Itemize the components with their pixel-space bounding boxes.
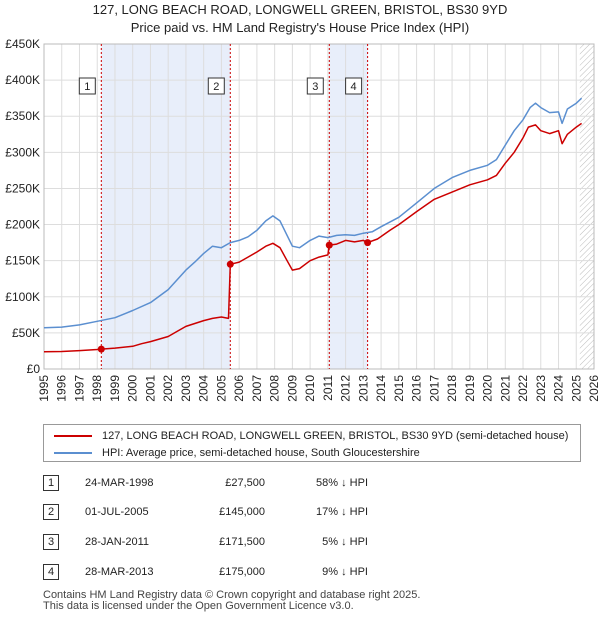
x-tick-label: 2023 xyxy=(534,375,548,402)
sale-hpi-diff: 58% ↓ HPI xyxy=(316,477,368,489)
legend-swatch-hpi xyxy=(54,452,92,454)
x-tick-label: 2008 xyxy=(268,375,282,402)
y-tick-label: £0 xyxy=(27,362,41,376)
sale-number: 3 xyxy=(43,534,59,550)
x-tick-label: 2001 xyxy=(143,375,157,402)
x-tick-label: 2026 xyxy=(587,375,600,402)
x-tick-label: 2014 xyxy=(374,375,388,402)
sale-date: 24-MAR-1998 xyxy=(85,477,154,489)
sale-marker-box xyxy=(345,77,363,95)
x-tick-label: 1997 xyxy=(72,375,86,402)
y-tick-label: £450K xyxy=(5,37,40,51)
sale-date: 28-JAN-2011 xyxy=(85,536,149,548)
x-tick-label: 2010 xyxy=(303,375,317,402)
footer-line-2: This data is licensed under the Open Gov… xyxy=(43,600,354,612)
future-hatch xyxy=(579,44,594,369)
sale-date: 01-JUL-2005 xyxy=(85,506,149,518)
sale-price: £145,000 xyxy=(219,506,265,518)
x-tick-label: 2018 xyxy=(445,375,459,402)
legend-swatch-property xyxy=(54,435,92,437)
sale-date: 28-MAR-2013 xyxy=(85,566,154,578)
y-tick-label: £200K xyxy=(5,218,40,232)
x-tick-label: 2022 xyxy=(516,375,530,402)
x-tick-label: 2007 xyxy=(250,375,264,402)
x-tick-label: 2020 xyxy=(481,375,495,402)
shaded-period xyxy=(329,44,368,369)
sale-marker-box xyxy=(78,77,96,95)
sale-marker-label: 3 xyxy=(312,81,318,93)
x-tick-label: 2021 xyxy=(498,375,512,402)
sale-point xyxy=(226,260,234,268)
sale-marker-label: 4 xyxy=(351,81,357,93)
legend-label-hpi: HPI: Average price, semi-detached house,… xyxy=(102,447,420,459)
y-tick-label: £150K xyxy=(5,254,40,268)
sale-price: £27,500 xyxy=(225,477,265,489)
x-tick-label: 1998 xyxy=(90,375,104,402)
chart-title-line1: 127, LONG BEACH ROAD, LONGWELL GREEN, BR… xyxy=(93,2,508,17)
x-tick-label: 2009 xyxy=(285,375,299,402)
sale-point xyxy=(364,239,372,247)
sale-point xyxy=(325,241,333,249)
sale-number: 2 xyxy=(43,504,59,520)
footer-line-1: Contains HM Land Registry data © Crown c… xyxy=(43,589,421,601)
y-tick-label: £300K xyxy=(5,145,40,159)
x-tick-label: 1999 xyxy=(108,375,122,402)
sale-row: 1 24-MAR-1998 £27,500 58% ↓ HPI xyxy=(43,475,583,497)
x-tick-label: 2012 xyxy=(339,375,353,402)
price-chart: 127, LONG BEACH ROAD, LONGWELL GREEN, BR… xyxy=(5,2,600,402)
x-tick-label: 2013 xyxy=(356,375,370,402)
sale-hpi-diff: 17% ↓ HPI xyxy=(316,506,368,518)
legend-label-property: 127, LONG BEACH ROAD, LONGWELL GREEN, BR… xyxy=(102,430,569,442)
x-tick-label: 2000 xyxy=(126,375,140,402)
x-tick-label: 1996 xyxy=(55,375,69,402)
x-tick-label: 2025 xyxy=(569,375,583,402)
y-tick-label: £350K xyxy=(5,109,40,123)
sale-marker-label: 2 xyxy=(213,81,219,93)
x-tick-label: 2003 xyxy=(179,375,193,402)
sale-price: £171,500 xyxy=(219,536,265,548)
x-tick-label: 2004 xyxy=(197,375,211,402)
plot-area: £0 £50K £100K £150K £200K £250K £300K £350K £400… xyxy=(5,37,600,402)
y-tick-label: £50K xyxy=(12,326,40,340)
sale-marker-box xyxy=(306,77,324,95)
sale-row: 3 28-JAN-2011 £171,500 5% ↓ HPI xyxy=(43,534,583,556)
series-line-hpi xyxy=(43,97,583,329)
sale-marker-box xyxy=(207,77,225,95)
sale-row: 4 28-MAR-2013 £175,000 9% ↓ HPI xyxy=(43,564,583,586)
y-tick-label: £400K xyxy=(5,73,40,87)
legend: 127, LONG BEACH ROAD, LONGWELL GREEN, BR… xyxy=(43,424,581,462)
x-tick-label: 2002 xyxy=(161,375,175,402)
x-tick-label: 2016 xyxy=(410,375,424,402)
legend-item-property: 127, LONG BEACH ROAD, LONGWELL GREEN, BR… xyxy=(54,428,568,444)
sale-point xyxy=(97,345,105,353)
x-tick-label: 2017 xyxy=(427,375,441,402)
footer: Contains HM Land Registry data © Crown c… xyxy=(43,590,420,612)
x-tick-label: 2015 xyxy=(392,375,406,402)
x-tick-label: 2024 xyxy=(552,375,566,402)
plot-border xyxy=(43,43,595,370)
series-line-property xyxy=(43,122,583,353)
x-tick-label: 2005 xyxy=(214,375,228,402)
legend-item-hpi: HPI: Average price, semi-detached house,… xyxy=(54,445,420,461)
y-tick-label: £250K xyxy=(5,181,40,195)
x-tick-label: 2006 xyxy=(232,375,246,402)
y-tick-label: £100K xyxy=(5,290,40,304)
x-tick-label: 2019 xyxy=(463,375,477,402)
sale-number: 1 xyxy=(43,475,59,491)
chart-title-line2: Price paid vs. HM Land Registry's House … xyxy=(131,20,469,35)
x-tick-label: 1995 xyxy=(37,375,51,402)
sale-row: 2 01-JUL-2005 £145,000 17% ↓ HPI xyxy=(43,504,583,526)
sale-hpi-diff: 5% ↓ HPI xyxy=(322,536,368,548)
sale-marker-label: 1 xyxy=(84,81,90,93)
sale-hpi-diff: 9% ↓ HPI xyxy=(322,566,368,578)
sale-number: 4 xyxy=(43,564,59,580)
x-tick-label: 2011 xyxy=(321,375,335,401)
sale-price: £175,000 xyxy=(219,566,265,578)
